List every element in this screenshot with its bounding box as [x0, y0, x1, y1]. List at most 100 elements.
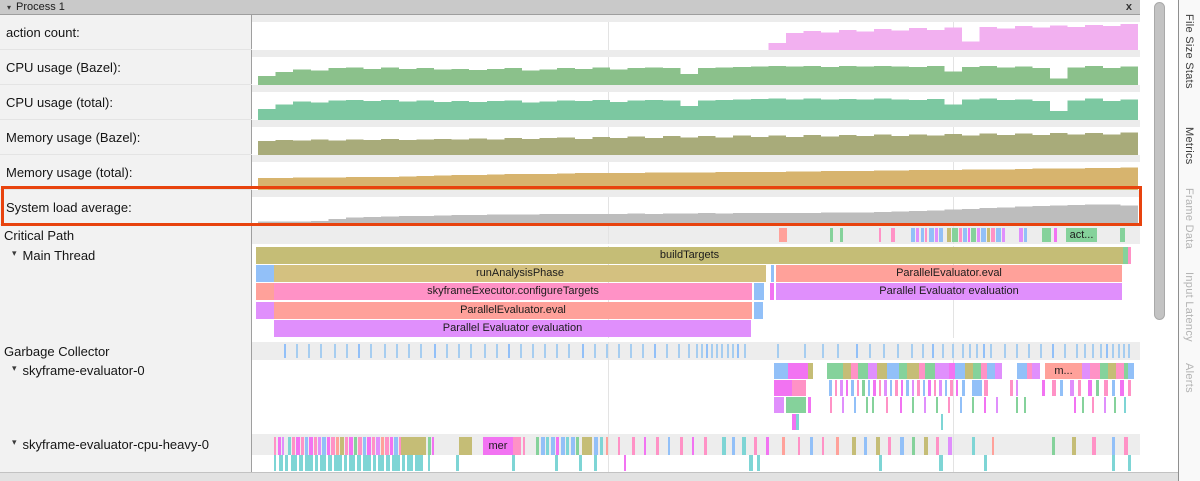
evaluator-slice[interactable]: [792, 414, 796, 430]
evaluator-slice[interactable]: [827, 363, 843, 379]
thread-slice[interactable]: [1123, 247, 1128, 264]
cpu-heavy-slice[interactable]: [274, 455, 276, 471]
gc-tick[interactable]: [666, 344, 668, 358]
gc-tick[interactable]: [1092, 344, 1094, 358]
cpu-heavy-slice[interactable]: [852, 437, 856, 455]
cpu-heavy-slice[interactable]: [354, 437, 357, 455]
thread-slice[interactable]: [770, 283, 774, 300]
evaluator-slice[interactable]: [1116, 363, 1124, 379]
cpu-heavy-slice[interactable]: [704, 437, 707, 455]
cpu-heavy-slice[interactable]: [386, 455, 390, 471]
cpu-heavy-slice[interactable]: [1072, 437, 1076, 455]
cpu-heavy-slice[interactable]: [327, 437, 330, 455]
evaluator-slice[interactable]: [877, 363, 887, 379]
gc-tick[interactable]: [594, 344, 596, 358]
cpu-heavy-slice[interactable]: [376, 437, 380, 455]
evaluator-slice[interactable]: [972, 397, 974, 413]
critical-path-event[interactable]: [925, 228, 927, 242]
cpu-heavy-slice[interactable]: [296, 437, 300, 455]
cpu-heavy-slice[interactable]: [644, 437, 646, 455]
critical-path-event[interactable]: [952, 228, 958, 242]
evaluator-slice[interactable]: [1078, 380, 1081, 396]
critical-path-event[interactable]: [916, 228, 919, 242]
cpu-heavy-slice[interactable]: [390, 437, 393, 455]
thread-slice[interactable]: [771, 265, 774, 282]
cpu-heavy-slice[interactable]: [624, 455, 626, 471]
evaluator-slice[interactable]: [924, 397, 926, 413]
evaluator-slice[interactable]: [1104, 397, 1106, 413]
cpu-heavy-slice[interactable]: [402, 455, 405, 471]
cpu-heavy-slice[interactable]: [385, 437, 389, 455]
gc-tick[interactable]: [942, 344, 944, 358]
cpu-heavy-slice[interactable]: [301, 437, 304, 455]
cpu-heavy-slice[interactable]: [381, 437, 384, 455]
cpu-heavy-slice[interactable]: [900, 437, 904, 455]
thread-slice[interactable]: skyframeExecutor.configureTargets: [274, 283, 752, 300]
critical-path-event[interactable]: [911, 228, 915, 242]
evaluator-slice[interactable]: [857, 380, 859, 396]
cpu-heavy-slice[interactable]: [722, 437, 726, 455]
tab-frame-data[interactable]: Frame Data: [1183, 188, 1195, 250]
cpu-heavy-slice[interactable]: [523, 437, 525, 455]
cpu-usage-total-chart[interactable]: [258, 92, 1138, 120]
gc-tick[interactable]: [1100, 344, 1102, 358]
cpu-heavy-slice[interactable]: [345, 437, 348, 455]
thread-slice[interactable]: ParallelEvaluator.eval: [776, 265, 1122, 282]
gc-tick[interactable]: [1112, 344, 1114, 358]
cpu-heavy-slice[interactable]: [600, 437, 603, 455]
cpu-heavy-slice[interactable]: [571, 437, 575, 455]
gc-tick[interactable]: [1016, 344, 1018, 358]
gc-tick[interactable]: [922, 344, 924, 358]
gc-tick[interactable]: [370, 344, 372, 358]
evaluator-slice[interactable]: [862, 380, 865, 396]
gc-tick[interactable]: [856, 344, 858, 358]
evaluator-slice[interactable]: [906, 380, 909, 396]
gc-tick[interactable]: [420, 344, 422, 358]
evaluator-slice[interactable]: [934, 380, 936, 396]
thread-slice[interactable]: [256, 283, 274, 300]
cpu-heavy-slice[interactable]: [363, 455, 371, 471]
cpu-heavy-slice[interactable]: [668, 437, 670, 455]
evaluator-slice[interactable]: [1088, 380, 1092, 396]
evaluator-slice[interactable]: [835, 380, 837, 396]
evaluator-slice[interactable]: [936, 397, 938, 413]
thread-slice[interactable]: Parallel Evaluator evaluation: [776, 283, 1122, 300]
cpu-heavy-slice[interactable]: [782, 437, 785, 455]
cpu-heavy-slice[interactable]: [407, 455, 413, 471]
evaluator-slice[interactable]: [868, 363, 877, 379]
gc-tick[interactable]: [532, 344, 534, 358]
gc-tick[interactable]: [582, 344, 584, 358]
gc-tick[interactable]: [606, 344, 608, 358]
evaluator-slice[interactable]: [960, 397, 962, 413]
evaluator-slice[interactable]: [928, 380, 931, 396]
cpu-heavy-slice[interactable]: [292, 437, 295, 455]
evaluator-slice[interactable]: [1090, 363, 1100, 379]
gc-tick[interactable]: [654, 344, 656, 358]
gc-tick[interactable]: [897, 344, 899, 358]
evaluator-slice[interactable]: [808, 363, 813, 379]
gc-tick[interactable]: [458, 344, 460, 358]
critical-path-event[interactable]: [1002, 228, 1005, 242]
evaluator-slice[interactable]: [939, 380, 942, 396]
critical-path-event[interactable]: [987, 228, 990, 242]
evaluator-slice[interactable]: [887, 363, 899, 379]
gc-tick[interactable]: [1084, 344, 1086, 358]
gc-tick[interactable]: [520, 344, 522, 358]
gc-tick[interactable]: [744, 344, 746, 358]
memory-usage-total-chart[interactable]: [258, 162, 1138, 190]
close-icon[interactable]: x: [1125, 1, 1132, 13]
cpu-heavy-slice[interactable]: [401, 437, 426, 455]
tab-input-latency[interactable]: Input Latency: [1183, 272, 1195, 342]
critical-path-event[interactable]: [939, 228, 943, 242]
gc-tick[interactable]: [630, 344, 632, 358]
critical-path-event[interactable]: [971, 228, 976, 242]
evaluator-slice[interactable]: [1128, 380, 1131, 396]
cpu-heavy-slice[interactable]: [459, 437, 472, 455]
thread-slice[interactable]: ParallelEvaluator.eval: [274, 302, 752, 319]
gc-tick[interactable]: [696, 344, 698, 358]
evaluator-slice[interactable]: [899, 363, 907, 379]
cpu-heavy-slice[interactable]: [331, 437, 335, 455]
critical-path-event[interactable]: [977, 228, 980, 242]
cpu-heavy-slice[interactable]: [749, 455, 753, 471]
evaluator-slice[interactable]: [808, 397, 811, 413]
